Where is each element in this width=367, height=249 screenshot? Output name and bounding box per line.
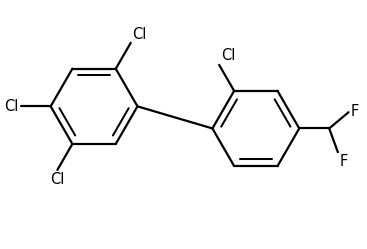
Text: F: F [339, 154, 348, 169]
Text: Cl: Cl [4, 99, 18, 114]
Text: Cl: Cl [221, 48, 235, 63]
Text: Cl: Cl [132, 27, 147, 42]
Text: F: F [350, 104, 359, 119]
Text: Cl: Cl [50, 172, 65, 187]
